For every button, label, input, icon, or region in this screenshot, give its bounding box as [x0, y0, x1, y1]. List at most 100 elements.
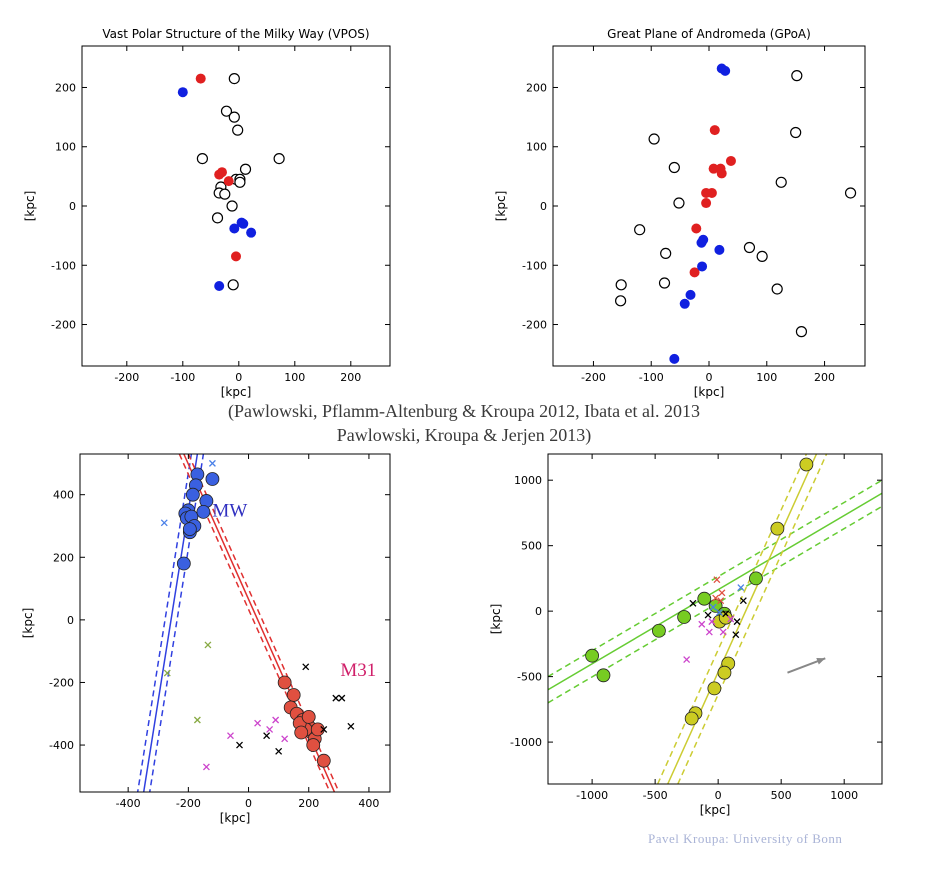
y-tick-label: -200	[49, 676, 74, 689]
data-point	[707, 681, 722, 696]
cross-stroke	[208, 459, 216, 467]
data-point	[205, 472, 220, 486]
cross-stroke	[713, 576, 721, 584]
data-point	[310, 722, 325, 737]
plane-line-dashed	[136, 454, 193, 792]
data-point	[238, 218, 249, 229]
y-tick-label: 0	[540, 200, 547, 213]
y-tick-label: -1000	[510, 736, 542, 749]
y-tick-label: 100	[55, 141, 76, 154]
y-tick-label: 100	[526, 141, 547, 154]
cross-stroke	[227, 732, 234, 740]
data-point-open	[775, 176, 787, 188]
data-point-cross	[689, 599, 697, 607]
data-point-cross	[204, 641, 212, 649]
chart-title: Great Plane of Andromeda (GPoA)	[607, 27, 811, 41]
data-point-open	[795, 326, 808, 338]
data-point-cross	[705, 628, 713, 636]
data-point-cross	[717, 597, 725, 605]
data-point-cross	[202, 763, 210, 771]
x-tick-label: 0	[235, 371, 242, 384]
cross-stroke	[717, 597, 725, 605]
data-point	[677, 610, 692, 624]
y-tick-label: -200	[522, 319, 547, 332]
data-point-cross	[193, 716, 201, 724]
data-point-cross	[719, 628, 727, 636]
x-tick-label: 100	[284, 371, 305, 384]
cross-stroke	[718, 589, 726, 597]
chart-panel-2: Great Plane of Andromeda (GPoA) [kpc] [kpc…	[494, 27, 866, 399]
y-tick-label: 500	[521, 540, 542, 553]
plot-area	[614, 63, 857, 364]
citation-line-1: (Pawlowski, Pflamm-Altenburg & Kroupa 20…	[227, 401, 701, 421]
direction-arrow-head	[816, 657, 826, 665]
x-tick-label: 500	[771, 789, 792, 802]
data-point-open	[771, 283, 783, 295]
data-point-open	[228, 111, 240, 123]
data-point-open	[673, 197, 685, 209]
data-point	[596, 668, 611, 683]
y-tick-label: -500	[517, 671, 542, 684]
data-point-cross	[727, 615, 735, 623]
x-tick-label: -100	[639, 371, 664, 384]
data-point-open	[239, 163, 252, 175]
cross-stroke	[347, 722, 355, 730]
data-point	[697, 261, 708, 272]
x-tick-label: -400	[116, 797, 141, 810]
y-tick-label: 200	[53, 551, 74, 564]
data-point-cross	[320, 725, 328, 733]
data-point-open	[219, 188, 231, 200]
data-point-open	[615, 279, 627, 291]
cross-stroke	[715, 608, 723, 616]
data-point	[214, 169, 225, 180]
data-point-open	[227, 279, 239, 291]
data-point-open	[790, 126, 802, 139]
data-point	[684, 711, 699, 726]
chart-panel-1: Vast Polar Structure of the Milky Way (V…	[23, 27, 391, 399]
data-point-cross	[160, 519, 168, 527]
data-point	[689, 267, 700, 278]
data-point-cross	[347, 722, 355, 730]
x-tick-label: -200	[176, 797, 201, 810]
data-point-cross	[338, 694, 346, 702]
plot-area	[136, 454, 355, 792]
data-point	[652, 623, 666, 638]
cross-stroke	[712, 594, 720, 602]
data-point-open	[634, 224, 646, 236]
y-tick-label: 200	[55, 81, 76, 94]
data-point	[306, 738, 321, 752]
plot-frame	[79, 453, 391, 793]
plot-area	[548, 454, 882, 784]
x-tick-label: 1000	[830, 789, 858, 802]
data-point-cross	[302, 663, 310, 671]
data-point-cross	[683, 656, 691, 664]
data-point-open	[196, 152, 208, 165]
cross-stroke	[338, 694, 346, 702]
plot-frame	[547, 453, 883, 785]
data-point-open	[668, 161, 680, 174]
x-axis-label: [kpc]	[700, 803, 731, 817]
x-tick-label: 200	[814, 371, 835, 384]
annotation-label: M31	[340, 660, 376, 681]
data-point-open	[648, 133, 660, 145]
cross-stroke	[263, 732, 271, 740]
data-point-cross	[722, 610, 730, 618]
y-axis-label: [kpc]	[494, 191, 508, 222]
x-tick-label: -500	[643, 789, 668, 802]
y-tick-label: -100	[522, 259, 547, 272]
cross-stroke	[266, 725, 274, 733]
x-tick-label: 200	[298, 797, 319, 810]
data-point-cross	[708, 618, 716, 626]
cross-stroke	[737, 584, 745, 592]
cross-stroke	[275, 747, 283, 755]
data-point	[714, 244, 725, 255]
cross-stroke	[709, 603, 717, 611]
data-point	[301, 709, 316, 724]
cross-stroke	[272, 716, 280, 724]
y-axis-label: [kpc]	[489, 604, 503, 635]
x-axis-label: [kpc]	[221, 385, 252, 399]
annotation-label: MW	[212, 501, 247, 522]
data-point	[799, 457, 814, 472]
data-point-open	[226, 200, 238, 212]
x-tick-label: 0	[245, 797, 252, 810]
